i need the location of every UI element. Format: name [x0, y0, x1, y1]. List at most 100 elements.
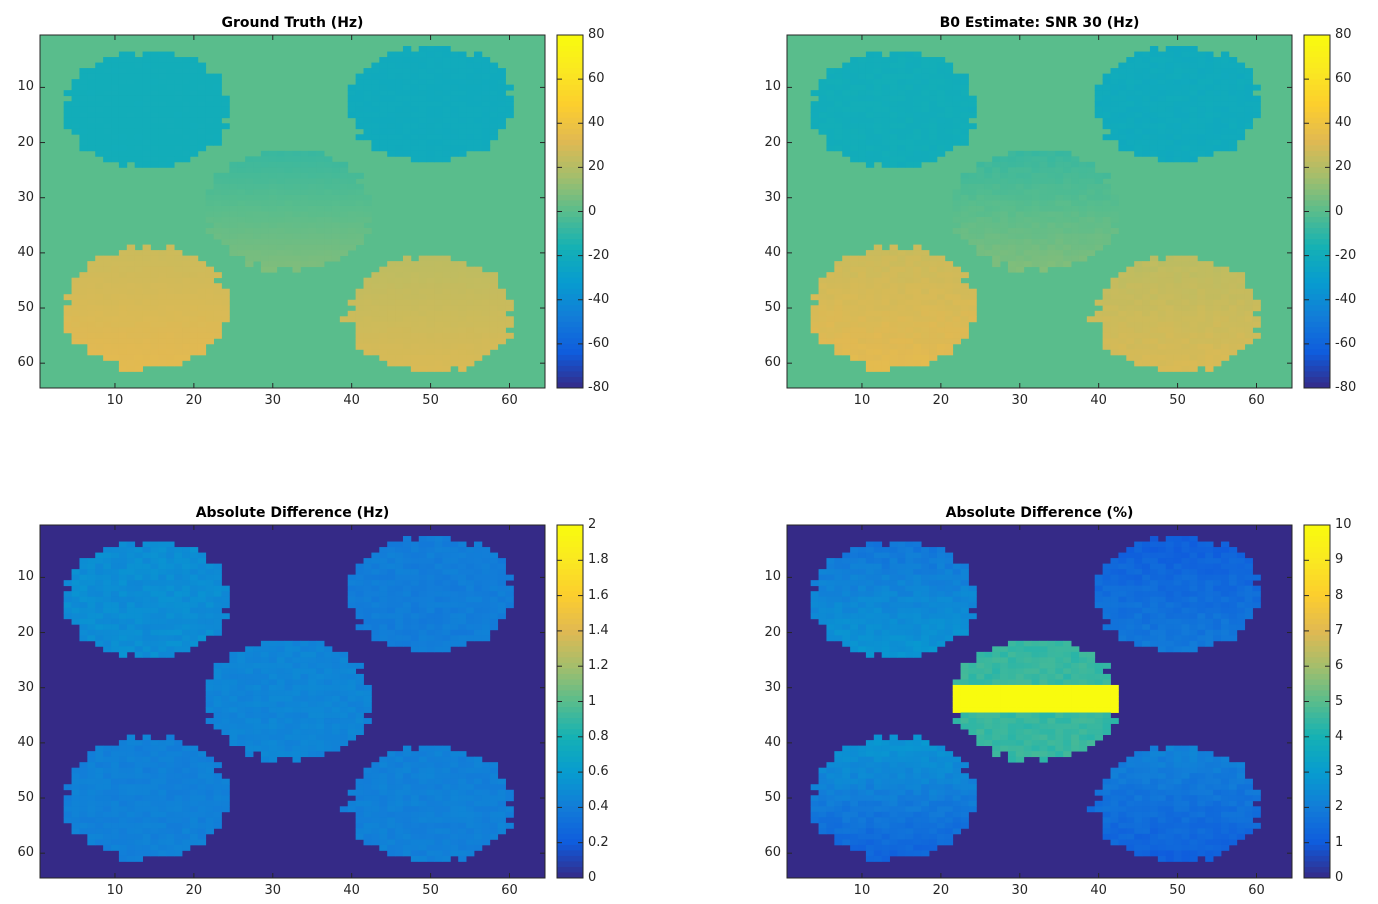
heatmap-cell: [913, 250, 922, 257]
heatmap-cell: [103, 272, 112, 279]
heatmap-cell: [308, 150, 317, 157]
heatmap-cell: [308, 200, 317, 207]
heatmap-cell: [1118, 95, 1127, 102]
heatmap-cell: [324, 183, 333, 190]
heatmap-cell: [197, 128, 207, 135]
heatmap-cell: [79, 112, 88, 119]
heatmap-cell: [126, 277, 136, 284]
heatmap-cell: [1118, 310, 1127, 317]
heatmap-cell: [118, 360, 128, 367]
heatmap-cell: [276, 729, 286, 735]
heatmap-cell: [426, 646, 435, 653]
heatmap-cell: [1205, 128, 1214, 135]
colorbar-segment: [557, 371, 583, 378]
heatmap-cell: [936, 266, 946, 273]
heatmap-cell: [897, 343, 906, 350]
heatmap-cell: [1173, 128, 1182, 135]
heatmap-cell: [865, 250, 875, 257]
heatmap-cell: [284, 690, 293, 697]
heatmap-cell: [111, 266, 120, 273]
heatmap-cell: [1165, 288, 1175, 295]
heatmap-cell: [410, 640, 420, 647]
heatmap-cell: [134, 288, 143, 295]
heatmap-cell: [103, 343, 112, 350]
colorbar-segment: [557, 150, 583, 157]
heatmap-cell: [952, 272, 961, 279]
heatmap-cell: [936, 332, 946, 339]
heatmap-cell: [473, 618, 483, 625]
heatmap-cell: [111, 558, 120, 565]
heatmap-cell: [481, 569, 491, 576]
heatmap-cell: [103, 68, 112, 75]
heatmap-cell: [873, 305, 883, 312]
heatmap-cell: [87, 321, 96, 328]
heatmap-cell: [205, 134, 214, 141]
heatmap-cell: [260, 707, 270, 713]
heatmap-cell: [1055, 194, 1064, 201]
heatmap-cell: [1126, 354, 1135, 361]
heatmap-cell: [458, 629, 467, 636]
heatmap-cell: [347, 662, 357, 669]
heatmap-cell: [1157, 354, 1167, 361]
heatmap-cell: [426, 62, 435, 69]
heatmap-cell: [300, 679, 309, 686]
heatmap-cell: [426, 128, 435, 135]
heatmap-cell: [166, 360, 175, 367]
heatmap-cell: [497, 112, 506, 119]
heatmap-cell: [1047, 217, 1056, 223]
heatmap-cell: [205, 707, 214, 713]
heatmap-cell: [1134, 134, 1143, 141]
heatmap-cell: [158, 250, 167, 257]
heatmap-cell: [810, 294, 819, 301]
heatmap-cell: [873, 360, 883, 367]
heatmap-cell: [858, 79, 867, 86]
heatmap-cell: [1102, 106, 1111, 113]
heatmap-cell: [355, 79, 364, 86]
heatmap-cell: [260, 651, 270, 658]
heatmap-cell: [118, 299, 128, 306]
heatmap-cell: [1149, 283, 1159, 290]
heatmap-cell: [1220, 277, 1230, 284]
heatmap-cell: [174, 740, 183, 747]
heatmap-cell: [268, 729, 278, 735]
heatmap-cell: [858, 338, 867, 345]
heatmap-cell: [158, 288, 167, 295]
heatmap-cell: [1039, 150, 1048, 157]
heatmap-cell: [834, 117, 843, 124]
heatmap-cell: [221, 299, 230, 306]
heatmap-cell: [339, 718, 349, 724]
heatmap-cell: [300, 695, 309, 702]
heatmap-cell: [189, 745, 199, 752]
heatmap-cell: [984, 178, 993, 185]
heatmap-cell: [324, 734, 333, 741]
heatmap-cell: [1039, 167, 1048, 174]
colorbar-segment: [1304, 183, 1330, 190]
heatmap-cell: [929, 156, 938, 163]
heatmap-cell: [936, 95, 946, 102]
heatmap-cell: [1173, 62, 1182, 69]
heatmap-cell: [237, 228, 246, 234]
heatmap-cell: [1205, 343, 1214, 350]
heatmap-cell: [229, 189, 238, 196]
heatmap-cell: [134, 613, 143, 620]
heatmap-cell: [126, 261, 136, 268]
heatmap-cell: [1181, 51, 1190, 58]
heatmap-cell: [316, 205, 325, 212]
heatmap-cell: [850, 101, 859, 108]
heatmap-cell: [87, 139, 96, 146]
heatmap-cell: [95, 283, 104, 290]
heatmap-cell: [308, 668, 317, 675]
heatmap-cell: [142, 734, 151, 741]
heatmap-cell: [111, 316, 120, 323]
heatmap-cell: [1063, 255, 1072, 262]
heatmap-cell: [850, 338, 859, 345]
heatmap-cell: [1173, 316, 1182, 323]
heatmap-cell: [873, 349, 883, 356]
heatmap-cell: [1157, 343, 1167, 350]
heatmap-cell: [237, 718, 246, 724]
heatmap-cell: [858, 57, 867, 63]
heatmap-cell: [363, 701, 372, 708]
heatmap-cell: [1220, 106, 1230, 113]
heatmap-cell: [936, 62, 946, 69]
heatmap-cell: [87, 128, 96, 135]
